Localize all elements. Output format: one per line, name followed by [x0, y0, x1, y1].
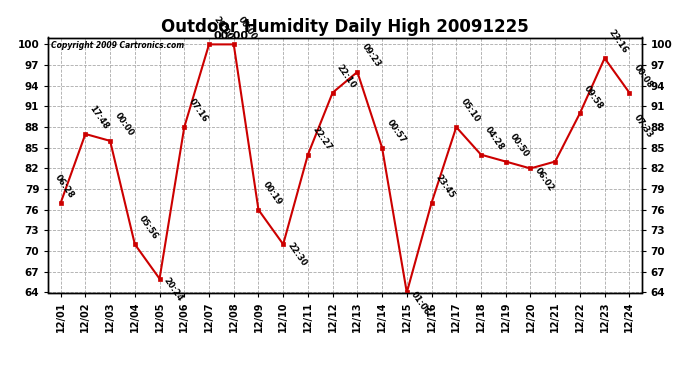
Text: 01:06: 01:06 — [409, 290, 432, 316]
Text: 23:16: 23:16 — [607, 28, 630, 56]
Text: Copyright 2009 Cartronics.com: Copyright 2009 Cartronics.com — [51, 41, 184, 50]
Text: 06:28: 06:28 — [53, 172, 76, 200]
Text: 00:57: 00:57 — [384, 118, 407, 145]
Text: 07:33: 07:33 — [632, 113, 654, 140]
Text: 00:00: 00:00 — [112, 111, 135, 138]
Text: 22:27: 22:27 — [310, 125, 333, 152]
Text: 09:58: 09:58 — [582, 84, 605, 111]
Text: 00:00: 00:00 — [236, 15, 259, 42]
Text: 00:50: 00:50 — [509, 132, 531, 159]
Text: 04:28: 04:28 — [484, 125, 506, 152]
Text: 05:10: 05:10 — [459, 98, 482, 124]
Text: 23:45: 23:45 — [434, 173, 457, 200]
Text: 00:19: 00:19 — [261, 180, 284, 207]
Text: 07:16: 07:16 — [187, 98, 209, 124]
Text: 00:00: 00:00 — [214, 31, 249, 41]
Text: 00:08: 00:08 — [632, 63, 654, 90]
Text: 05:56: 05:56 — [137, 214, 160, 242]
Text: 20:00: 20:00 — [212, 15, 234, 42]
Text: 09:23: 09:23 — [360, 42, 382, 69]
Text: 06:02: 06:02 — [533, 166, 555, 193]
Title: Outdoor Humidity Daily High 20091225: Outdoor Humidity Daily High 20091225 — [161, 18, 529, 36]
Text: 22:10: 22:10 — [335, 63, 358, 90]
Text: 22:30: 22:30 — [286, 242, 308, 268]
Text: 17:48: 17:48 — [88, 104, 110, 131]
Text: 20:24: 20:24 — [162, 276, 185, 303]
